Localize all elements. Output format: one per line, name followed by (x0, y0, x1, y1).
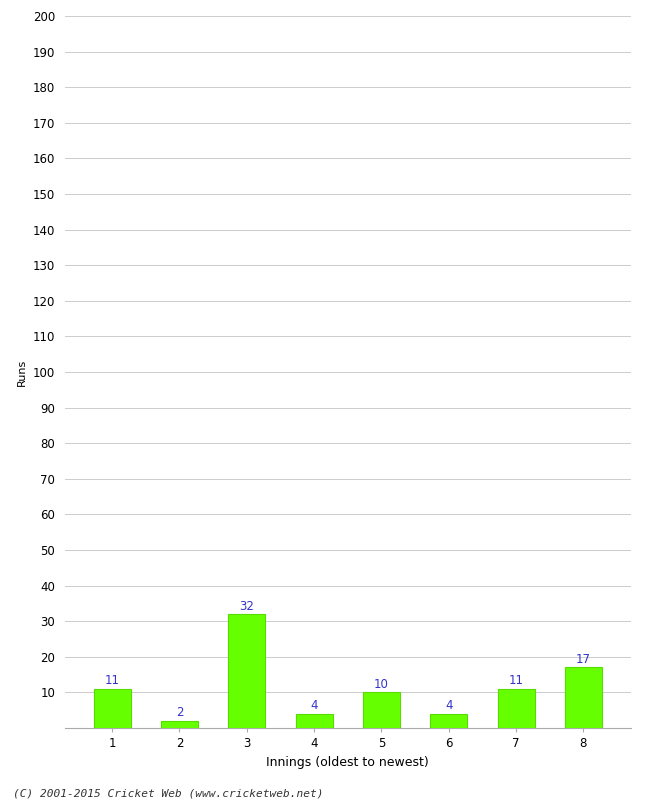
Y-axis label: Runs: Runs (18, 358, 27, 386)
Text: 10: 10 (374, 678, 389, 691)
Bar (565, 667, 602, 728)
Bar (228, 614, 265, 728)
Text: 4: 4 (310, 699, 318, 712)
Text: 11: 11 (508, 674, 523, 687)
Text: (C) 2001-2015 Cricket Web (www.cricketweb.net): (C) 2001-2015 Cricket Web (www.cricketwe… (13, 788, 324, 798)
Bar (363, 693, 400, 728)
Bar (497, 689, 534, 728)
Bar (161, 721, 198, 728)
Text: 11: 11 (105, 674, 120, 687)
Text: 17: 17 (576, 653, 591, 666)
X-axis label: Innings (oldest to newest): Innings (oldest to newest) (266, 755, 429, 769)
Bar (94, 689, 131, 728)
Text: 32: 32 (239, 600, 254, 613)
Text: 4: 4 (445, 699, 452, 712)
Bar (296, 714, 333, 728)
Text: 2: 2 (176, 706, 183, 719)
Bar (430, 714, 467, 728)
